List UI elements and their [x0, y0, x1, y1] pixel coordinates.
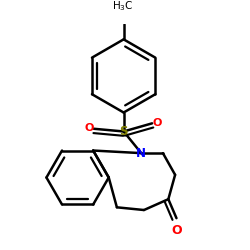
Text: S: S	[120, 125, 128, 138]
Text: O: O	[152, 118, 162, 128]
Text: O: O	[171, 224, 182, 237]
Text: N: N	[136, 147, 146, 160]
Text: O: O	[84, 123, 94, 133]
Text: H$_3$C: H$_3$C	[112, 0, 133, 13]
